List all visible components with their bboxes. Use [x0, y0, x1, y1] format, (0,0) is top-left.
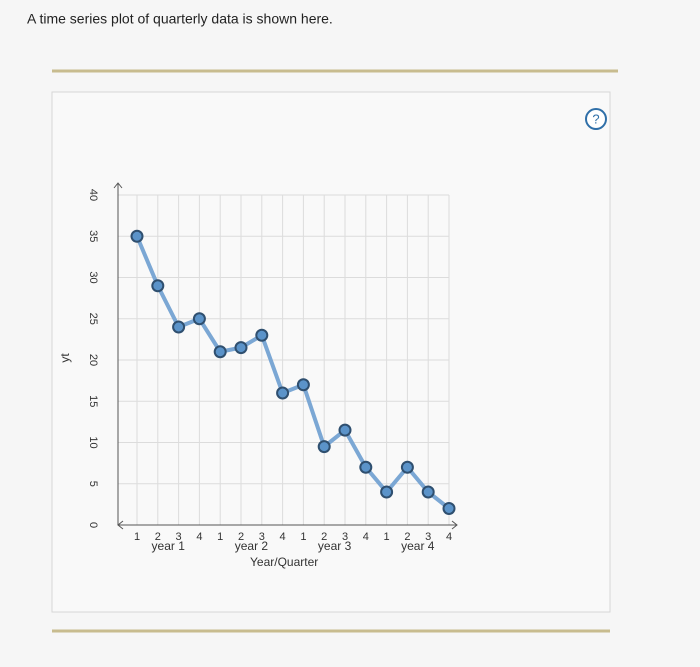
- x-tick-label: 2: [238, 531, 244, 543]
- x-tick-label: 2: [155, 531, 161, 543]
- x-axis-label: Year/Quarter: [250, 555, 318, 569]
- data-point: [192, 312, 206, 326]
- year-label: year 1: [152, 539, 186, 553]
- y-tick-label: 20: [87, 354, 99, 366]
- data-point: [213, 345, 227, 359]
- y-axis-arrow: [113, 182, 123, 189]
- y-tick-label: 10: [87, 436, 99, 448]
- data-point: [317, 440, 331, 454]
- y-tick-label: 5: [87, 481, 99, 487]
- data-point: [421, 485, 435, 499]
- x-tick-label: 3: [176, 531, 182, 543]
- y-tick-label: 40: [87, 189, 99, 201]
- x-tick-label: 3: [425, 531, 431, 543]
- x-tick-label: 4: [280, 531, 286, 543]
- data-point: [400, 460, 414, 474]
- x-tick-label: 1: [134, 531, 140, 543]
- x-tick-label: 4: [446, 531, 452, 543]
- x-tick-label: 4: [363, 531, 369, 543]
- data-point: [234, 341, 248, 355]
- year-label: year 4: [401, 539, 435, 553]
- data-point: [442, 502, 456, 515]
- x-tick-label: 1: [217, 531, 223, 543]
- data-point: [380, 485, 394, 499]
- y-axis-label: yt: [58, 353, 72, 363]
- y-tick-label: 25: [87, 313, 99, 325]
- data-point: [172, 320, 186, 334]
- y-tick-label: 0: [87, 522, 99, 528]
- help-button[interactable]: ?: [585, 108, 607, 130]
- series-line: [135, 235, 451, 511]
- x-axis-arrow-left: [117, 520, 124, 530]
- data-point: [151, 279, 165, 293]
- year-label: year 2: [235, 539, 269, 553]
- data-point: [359, 460, 373, 474]
- year-label: year 3: [318, 539, 352, 553]
- y-tick-label: 30: [87, 271, 99, 283]
- data-point: [296, 378, 310, 392]
- x-tick-label: 2: [321, 531, 327, 543]
- prompt: A time series plot of quarterly data is …: [27, 11, 333, 27]
- x-tick-label: 1: [384, 531, 390, 543]
- y-tick-label: 15: [87, 395, 99, 407]
- x-axis-arrow: [451, 520, 458, 530]
- data-point: [338, 423, 352, 437]
- data-point: [276, 386, 290, 400]
- x-tick-label: 2: [404, 531, 410, 543]
- x-tick-label: 3: [342, 531, 348, 543]
- help-circle[interactable]: [585, 108, 607, 130]
- x-tick-label: 3: [259, 531, 265, 543]
- data-point: [255, 328, 269, 342]
- help-label[interactable]: ?: [592, 111, 599, 126]
- data-point: [130, 229, 144, 243]
- y-tick-label: 35: [87, 230, 99, 242]
- x-tick-label: 1: [300, 531, 306, 543]
- x-tick-label: 4: [196, 531, 202, 543]
